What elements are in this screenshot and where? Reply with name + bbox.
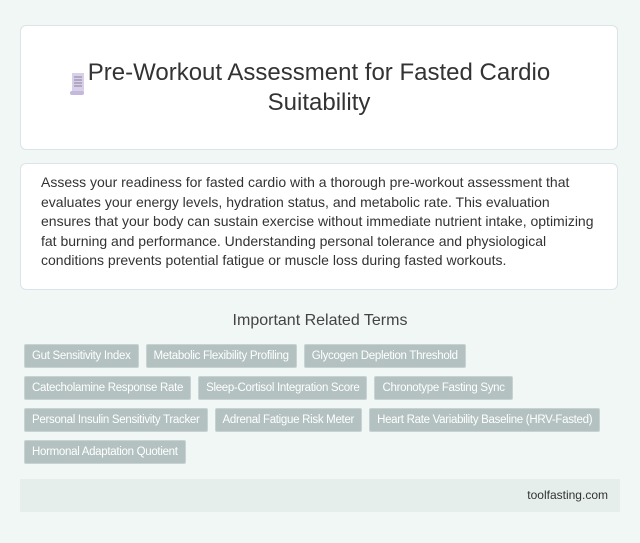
related-term-tag[interactable]: Chronotype Fasting Sync	[374, 376, 513, 400]
footer: toolfasting.com	[20, 479, 620, 512]
footer-site-link[interactable]: toolfasting.com	[527, 488, 608, 502]
description-text: Assess your readiness for fasted cardio …	[41, 174, 594, 269]
related-term-tag[interactable]: Glycogen Depletion Threshold	[303, 344, 466, 368]
related-terms-list: Gut Sensitivity Index Metabolic Flexibili…	[24, 344, 604, 464]
header-card: Pre-Workout Assessment for Fasted Cardio…	[20, 25, 618, 150]
related-terms-heading: Important Related Terms	[232, 312, 408, 329]
related-term-tag[interactable]: Metabolic Flexibility Profiling	[145, 344, 297, 368]
related-term-tag[interactable]: Adrenal Fatigue Risk Meter	[214, 408, 363, 432]
related-term-tag[interactable]: Heart Rate Variability Baseline (HRV-Fas…	[369, 408, 601, 432]
description-card: Assess your readiness for fasted cardio …	[20, 163, 618, 290]
related-term-tag[interactable]: Personal Insulin Sensitivity Tracker	[24, 408, 208, 432]
receipt-scroll-icon	[70, 73, 84, 95]
related-term-tag[interactable]: Sleep-Cortisol Integration Score	[198, 376, 368, 400]
related-term-tag[interactable]: Hormonal Adaptation Quotient	[24, 440, 186, 464]
related-term-tag[interactable]: Gut Sensitivity Index	[24, 344, 139, 368]
page-title: Pre-Workout Assessment for Fasted Cardio…	[87, 58, 551, 116]
related-term-tag[interactable]: Catecholamine Response Rate	[24, 376, 192, 400]
